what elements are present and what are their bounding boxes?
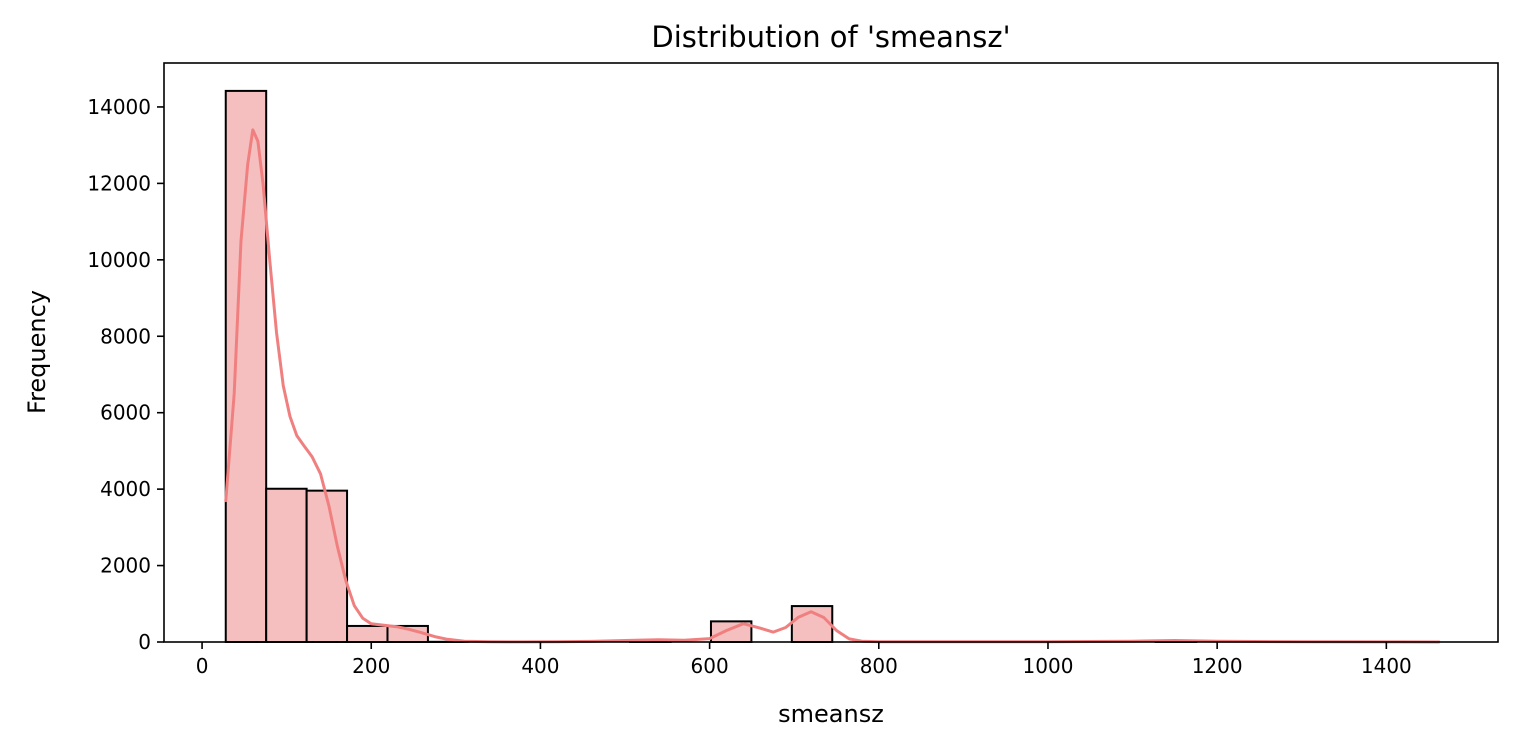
chart-title: Distribution of 'smeansz' bbox=[651, 20, 1010, 54]
x-tick-label: 600 bbox=[691, 654, 729, 678]
histogram-bar bbox=[265, 487, 308, 643]
y-tick-label: 10000 bbox=[87, 248, 151, 272]
histogram-bar bbox=[346, 624, 389, 643]
y-tick-label: 0 bbox=[138, 630, 151, 654]
x-tick-label: 400 bbox=[521, 654, 559, 678]
y-tick-label: 12000 bbox=[87, 171, 151, 195]
x-tick-label: 1000 bbox=[1023, 654, 1074, 678]
y-tick-label: 14000 bbox=[87, 95, 151, 119]
y-axis-ticks: 0 2000 4000 6000 8000 10000 12000 14000 bbox=[87, 95, 164, 654]
x-tick-label: 0 bbox=[196, 654, 209, 678]
x-axis-ticks: 0 200 400 600 800 1000 1200 1400 bbox=[196, 642, 1412, 678]
x-tick-label: 1400 bbox=[1361, 654, 1412, 678]
y-tick-label: 8000 bbox=[100, 324, 151, 348]
x-tick-label: 200 bbox=[352, 654, 390, 678]
kde-curve bbox=[224, 128, 1441, 644]
x-tick-label: 1200 bbox=[1192, 654, 1243, 678]
plot-frame bbox=[163, 62, 1499, 643]
y-tick-label: 6000 bbox=[100, 401, 151, 425]
y-tick-label: 2000 bbox=[100, 554, 151, 578]
histogram-bar bbox=[305, 489, 349, 644]
histogram-bars bbox=[224, 89, 1440, 644]
x-axis-title: smeansz bbox=[778, 700, 884, 728]
y-axis-title: Frequency bbox=[23, 290, 51, 414]
x-tick-label: 800 bbox=[860, 654, 898, 678]
y-tick-label: 4000 bbox=[100, 477, 151, 501]
